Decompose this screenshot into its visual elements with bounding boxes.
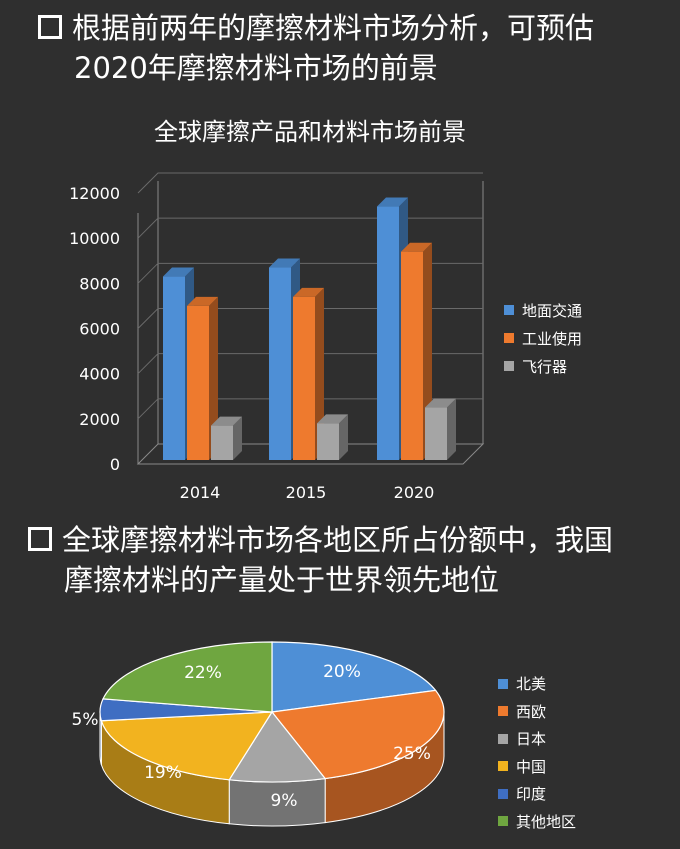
pie-label: 22% — [184, 663, 222, 683]
legend-item: 地面交通 — [504, 296, 582, 324]
bar-2015-工业使用 — [293, 287, 324, 460]
y-tick-label: 2000 — [79, 410, 120, 429]
heading-regional-share: 全球摩擦材料市场各地区所占份额中，我国 摩擦材料的产量处于世界领先地位 — [28, 520, 613, 600]
heading-market-forecast: 根据前两年的摩擦材料市场分析，可预估 2020年摩擦材料市场的前景 — [38, 8, 594, 88]
checkbox-bullet-icon — [28, 527, 52, 551]
bar-chart-legend: 地面交通工业使用飞行器 — [504, 296, 582, 380]
pie-slice-日本 — [228, 710, 327, 783]
pie-slice-中国 — [100, 711, 274, 781]
legend-label: 中国 — [516, 757, 547, 776]
heading-line-1: 全球摩擦材料市场各地区所占份额中，我国 — [28, 520, 613, 560]
gridline — [137, 308, 483, 329]
legend-swatch — [498, 816, 508, 827]
y-tick-label: 6000 — [79, 320, 120, 339]
gridline — [137, 398, 483, 420]
gridline — [137, 217, 483, 239]
legend-label: 西欧 — [516, 702, 547, 721]
legend-swatch — [504, 333, 514, 343]
legend-label: 飞行器 — [522, 357, 568, 376]
pie-label: 20% — [323, 662, 361, 682]
pie-label: 19% — [144, 763, 182, 783]
bar-2020-飞行器 — [425, 398, 456, 460]
legend-label: 工业使用 — [522, 329, 583, 348]
legend-swatch — [498, 678, 508, 689]
legend-item: 日本 — [498, 725, 576, 753]
legend-swatch — [498, 733, 508, 744]
bar-2015-飞行器 — [317, 414, 348, 460]
legend-label: 印度 — [516, 785, 547, 804]
y-tick-label: 8000 — [79, 274, 120, 293]
gridline — [137, 172, 483, 194]
bar-chart-title: 全球摩擦产品和材料市场前景 — [154, 118, 466, 146]
pie-slice-北美 — [271, 641, 437, 713]
checkbox-bullet-icon — [38, 15, 62, 39]
pie-slice-印度 — [99, 698, 273, 722]
chart-walls — [136, 181, 485, 465]
pie-label: 25% — [393, 744, 431, 764]
bar-chart: 0 2000 4000 6000 8000 10000 12000 2014 2015 2020 — [69, 172, 485, 502]
y-tick-label: 10000 — [69, 229, 120, 248]
legend-swatch — [498, 706, 508, 717]
y-tick-label: 4000 — [79, 365, 120, 384]
gridline — [137, 262, 483, 284]
legend-item: 北美 — [498, 670, 576, 698]
legend-item: 西欧 — [498, 698, 576, 726]
bar-2014-飞行器 — [211, 416, 242, 460]
legend-item: 中国 — [498, 753, 576, 781]
x-tick-label: 2015 — [286, 483, 327, 502]
pie-chart-legend: 北美西欧日本中国印度其他地区 — [498, 670, 576, 835]
heading-text: 根据前两年的摩擦材料市场分析，可预估 — [72, 11, 595, 45]
legend-swatch — [504, 305, 514, 315]
legend-item: 其他地区 — [498, 808, 576, 836]
pie-slice-西欧 — [270, 689, 445, 780]
legend-swatch — [504, 361, 514, 371]
heading-line-2: 摩擦材料的产量处于世界领先地位 — [64, 563, 500, 597]
y-tick-label: 12000 — [69, 184, 120, 203]
legend-item: 飞行器 — [504, 352, 582, 380]
heading-text: 全球摩擦材料市场各地区所占份额中，我国 — [62, 523, 614, 557]
legend-label: 其他地区 — [516, 812, 577, 831]
legend-item: 印度 — [498, 780, 576, 808]
legend-swatch — [498, 788, 508, 799]
x-tick-label: 2014 — [180, 483, 221, 502]
legend-label: 日本 — [516, 730, 547, 749]
pie-sides — [99, 711, 445, 827]
bar-2014-工业使用 — [187, 296, 218, 460]
x-tick-label: 2020 — [394, 483, 435, 502]
gridline — [137, 353, 483, 375]
y-tick-label: 0 — [110, 455, 120, 474]
pie-slice-其他地区 — [102, 641, 273, 713]
heading-line-1: 根据前两年的摩擦材料市场分析，可预估 — [38, 8, 594, 48]
legend-item: 工业使用 — [504, 324, 582, 352]
legend-label: 地面交通 — [522, 301, 583, 320]
pie-label: 5% — [72, 710, 99, 730]
legend-swatch — [498, 761, 508, 772]
legend-label: 北美 — [516, 675, 547, 694]
heading-line-2: 2020年摩擦材料市场的前景 — [74, 51, 438, 85]
pie-label: 9% — [271, 791, 298, 811]
